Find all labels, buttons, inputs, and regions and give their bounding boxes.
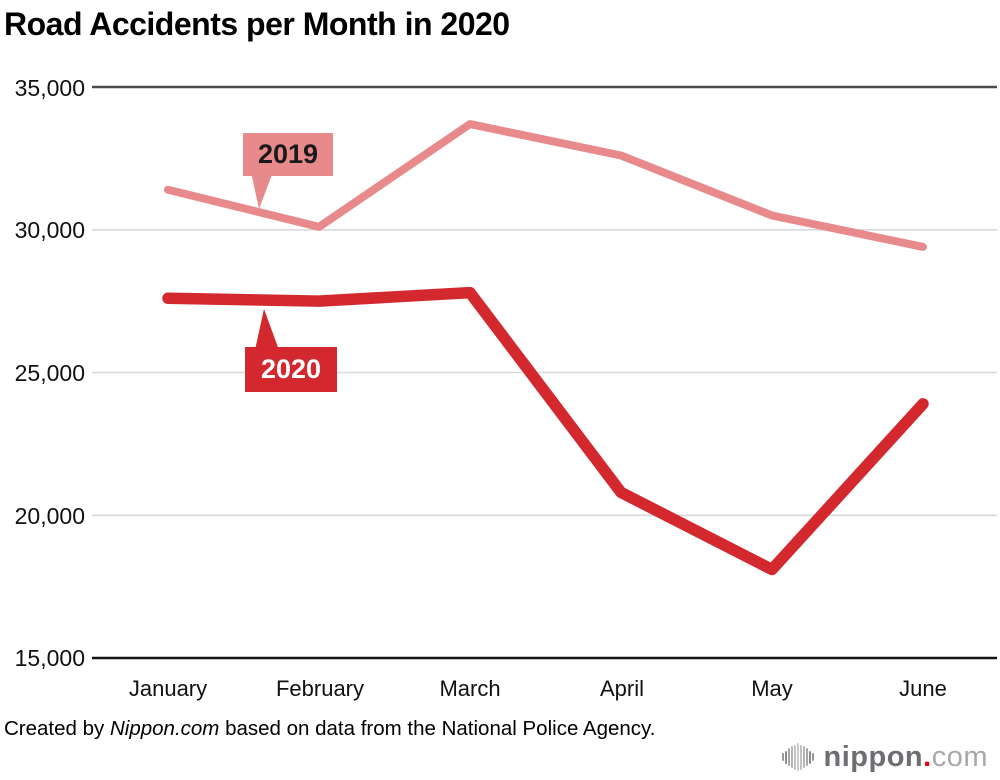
x-axis-label: May	[751, 676, 793, 701]
x-axis-label: January	[128, 676, 208, 701]
x-axis-label: April	[599, 676, 644, 701]
y-axis-tick: 30,000	[14, 217, 85, 243]
nippon-logo: nippon.com	[781, 738, 989, 776]
callout-tail-2020	[255, 309, 279, 350]
y-axis-tick: 25,000	[14, 360, 85, 386]
series-label-2019: 2019	[243, 133, 333, 176]
callout-tail-2019	[251, 172, 273, 209]
attribution-prefix: Created by	[4, 717, 110, 740]
x-axis-label: February	[275, 676, 365, 701]
attribution-suffix: based on data from the National Police A…	[219, 717, 656, 740]
y-axis-tick: 20,000	[14, 503, 85, 529]
gridlines	[92, 85, 997, 660]
chart-title: Road Accidents per Month in 2020	[4, 6, 510, 42]
series-label-2020: 2020	[245, 347, 337, 392]
source-attribution: Created by Nippon.com based on data from…	[4, 716, 714, 742]
x-axis-label: March	[439, 676, 501, 701]
x-axis-label: June	[899, 676, 947, 701]
series-lines	[162, 120, 929, 576]
attribution-source: Nippon.com	[109, 717, 220, 740]
logo-wordmark: nippon.com	[823, 740, 988, 773]
y-axis-tick: 15,000	[14, 645, 85, 671]
soundwave-bars-icon	[781, 741, 815, 773]
y-axis-tick: 35,000	[14, 75, 85, 101]
